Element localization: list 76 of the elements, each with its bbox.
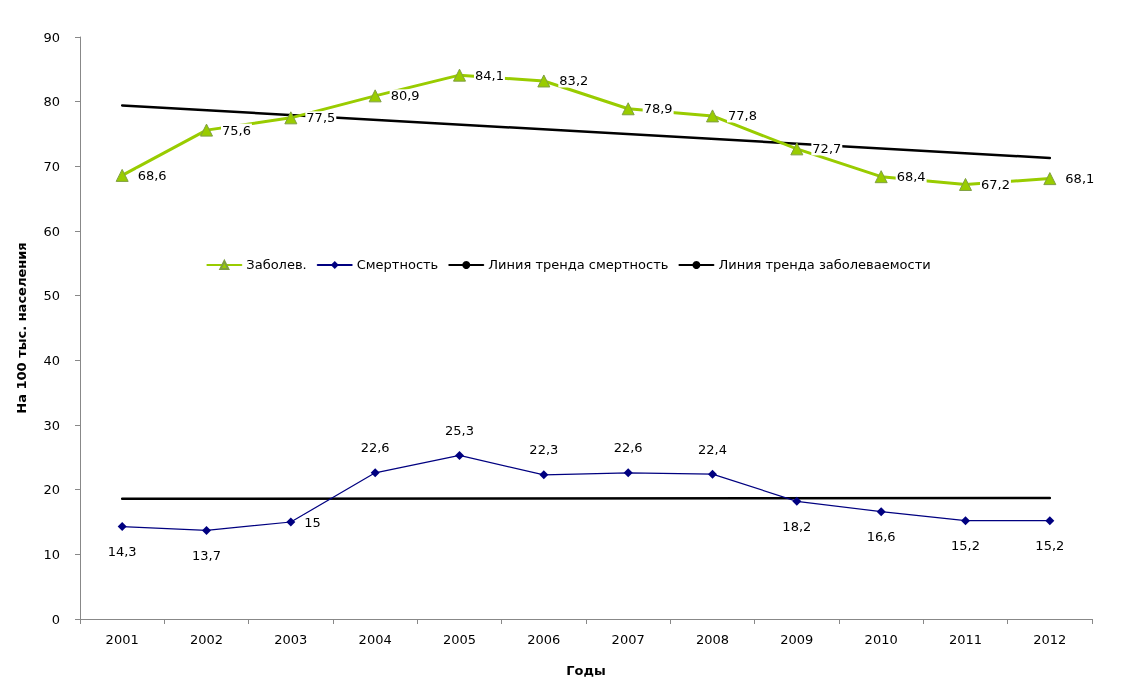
point <box>959 177 972 191</box>
x-tick-label: 2009 <box>780 632 814 647</box>
point <box>623 468 633 478</box>
point <box>539 470 549 480</box>
x-tick-label: 2005 <box>442 632 477 647</box>
data-label: 15,2 <box>1035 538 1065 554</box>
data-label: 15,2 <box>951 538 980 554</box>
x-tick-label: 2004 <box>358 632 392 647</box>
point <box>792 496 802 506</box>
data-label: 22,4 <box>698 441 727 457</box>
y-axis-title: На 100 тыс. населения <box>14 242 29 414</box>
data-label: 68,4 <box>896 169 926 185</box>
point <box>453 68 466 82</box>
data-label: 67,2 <box>981 176 1010 192</box>
y-tick-label: 30 <box>43 417 60 433</box>
point <box>117 522 127 532</box>
data-label: 68,6 <box>137 167 167 183</box>
data-label: 78,9 <box>643 101 673 117</box>
point <box>1045 516 1055 526</box>
point <box>368 89 382 103</box>
point <box>284 111 298 125</box>
y-tick-label: 0 <box>51 611 60 627</box>
x-tick-label: 2003 <box>274 632 308 647</box>
point <box>876 507 886 517</box>
point <box>790 142 804 156</box>
y-tick-label: 20 <box>43 482 60 498</box>
data-label: 84,1 <box>475 67 504 83</box>
data-label: 75,6 <box>222 122 251 138</box>
data-label: 18,2 <box>782 518 812 534</box>
y-tick-label: 90 <box>43 29 60 45</box>
point <box>961 516 970 526</box>
data-label: 15 <box>304 514 321 530</box>
data-label: 22,6 <box>360 440 390 456</box>
data-label: 72,7 <box>812 141 842 157</box>
y-tick-label: 80 <box>43 94 60 110</box>
point <box>537 74 551 88</box>
data-label: 25,3 <box>445 422 474 438</box>
point <box>706 109 719 123</box>
legend-label: Линия тренда смертность <box>488 257 669 273</box>
x-axis-title: Годы <box>566 663 606 678</box>
y-tick-label: 40 <box>43 352 60 368</box>
x-tick-label: 2008 <box>695 632 730 647</box>
x-tick-label: 2007 <box>611 632 645 647</box>
y-tick-label: 10 <box>43 546 60 562</box>
data-label: 77,5 <box>306 110 336 126</box>
data-label: 77,8 <box>728 108 757 124</box>
data-label: 22,3 <box>529 442 559 458</box>
data-label: 16,6 <box>866 529 896 545</box>
y-tick-label: 70 <box>43 158 60 174</box>
point <box>1043 172 1057 186</box>
data-label: 13,7 <box>192 547 221 563</box>
x-tick-label: 2010 <box>864 632 898 647</box>
x-tick-label: 2012 <box>1033 632 1067 647</box>
point <box>200 123 213 137</box>
x-tick-label: 2011 <box>948 632 983 647</box>
point <box>286 517 296 527</box>
y-tick-label: 60 <box>43 223 60 239</box>
x-tick-label: 2001 <box>105 632 139 647</box>
data-label: 14,3 <box>107 544 137 560</box>
point <box>202 525 211 535</box>
point <box>370 468 380 478</box>
y-tick-label: 50 <box>43 288 60 304</box>
point <box>708 469 717 479</box>
point <box>621 102 635 116</box>
point <box>455 450 464 460</box>
point <box>115 168 129 182</box>
data-label: 80,9 <box>390 88 420 104</box>
legend-label: Линия тренда заболеваемости <box>718 257 931 273</box>
point <box>874 170 888 184</box>
x-tick-label: 2006 <box>527 632 561 647</box>
legend-label: Заболев. <box>246 257 307 273</box>
legend-label: Смертность <box>356 257 439 273</box>
x-tick-label: 2002 <box>189 632 224 647</box>
data-label: 68,1 <box>1065 171 1095 187</box>
data-label: 22,6 <box>613 440 643 456</box>
data-label: 83,2 <box>559 73 589 89</box>
